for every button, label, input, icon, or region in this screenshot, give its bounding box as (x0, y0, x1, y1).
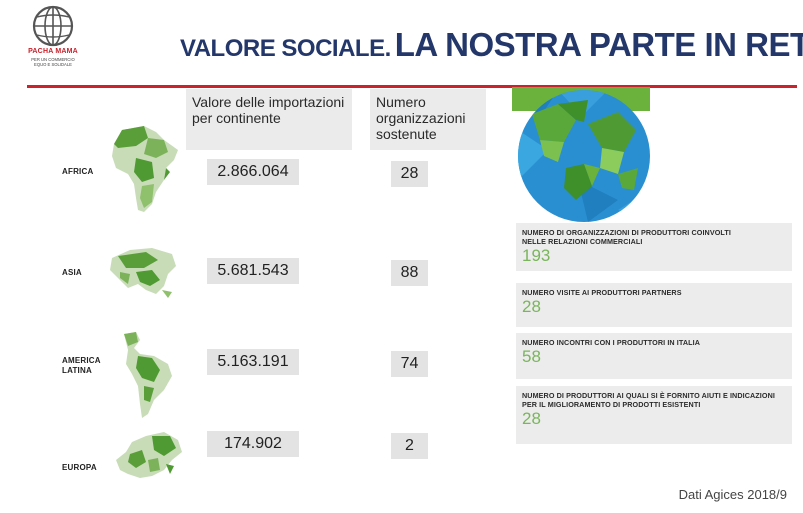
continent-name-asia: ASIA (62, 268, 82, 277)
pacha-mama-logo: PACHA MAMA PER UN COMMERCIO EQUO E SOLID… (22, 4, 84, 74)
stat-label: NUMERO DI PRODUTTORI AI QUALI SI È FORNI… (522, 391, 775, 409)
data-source: Dati Agices 2018/9 (678, 487, 787, 502)
stat-label: NUMERO DI ORGANIZZAZIONI DI PRODUTTORI C… (522, 228, 731, 246)
orgs-count-africa: 28 (391, 161, 428, 187)
stat-value: 193 (522, 246, 551, 265)
stat-producer-meetings: NUMERO INCONTRI CON I PRODUTTORI IN ITAL… (516, 333, 792, 379)
import-value-africa: 2.866.064 (207, 159, 299, 185)
continent-name-africa: AFRICA (62, 167, 94, 176)
title-small: VALORE SOCIALE. (180, 35, 391, 62)
stat-label: NUMERO VISITE AI PRODUTTORI PARTNERS (522, 288, 682, 297)
globe-illustration (518, 90, 650, 222)
asia-map-icon (110, 248, 176, 298)
logo-subtitle: PER UN COMMERCIO EQUO E SOLIDALE (22, 57, 84, 67)
page-title: VALORE SOCIALE. LA NOSTRA PARTE IN RETE. (180, 26, 803, 64)
orgs-count-latin-america: 74 (391, 351, 428, 377)
stat-value: 28 (522, 297, 541, 316)
import-value-asia: 5.681.543 (207, 258, 299, 284)
orgs-count-europe: 2 (391, 433, 428, 459)
africa-map-icon (112, 126, 178, 212)
logo-subtitle-line-1: PER UN COMMERCIO (31, 57, 75, 62)
value-column-header: Valore delle importazioni per continente (186, 89, 352, 150)
import-value-europe: 174.902 (207, 431, 299, 457)
logo-subtitle-line-2: EQUO E SOLIDALE (34, 62, 72, 67)
stat-label: NUMERO INCONTRI CON I PRODUTTORI IN ITAL… (522, 338, 701, 347)
stat-producer-assistance: NUMERO DI PRODUTTORI AI QUALI SI È FORNI… (516, 386, 792, 444)
title-divider (27, 85, 797, 88)
globe-logo-icon (32, 5, 74, 47)
orgs-column-header: Numero organizzazioni sostenute (370, 89, 486, 150)
stat-producer-visits: NUMERO VISITE AI PRODUTTORI PARTNERS 28 (516, 283, 792, 327)
continent-name-latin-america: AMERICA LATINA (62, 356, 101, 375)
logo-name: PACHA MAMA (28, 48, 78, 55)
stat-value: 58 (522, 347, 541, 366)
orgs-count-asia: 88 (391, 260, 428, 286)
import-value-latin-america: 5.163.191 (207, 349, 299, 375)
continent-name-europe: EUROPA (62, 463, 97, 472)
stat-value: 28 (522, 409, 541, 428)
latin-america-map-icon (124, 332, 172, 418)
globe-illustration-icon (518, 90, 650, 222)
europe-map-icon (116, 432, 182, 478)
title-large: LA NOSTRA PARTE IN RETE. (394, 26, 803, 63)
stat-producer-organizations: NUMERO DI ORGANIZZAZIONI DI PRODUTTORI C… (516, 223, 792, 271)
